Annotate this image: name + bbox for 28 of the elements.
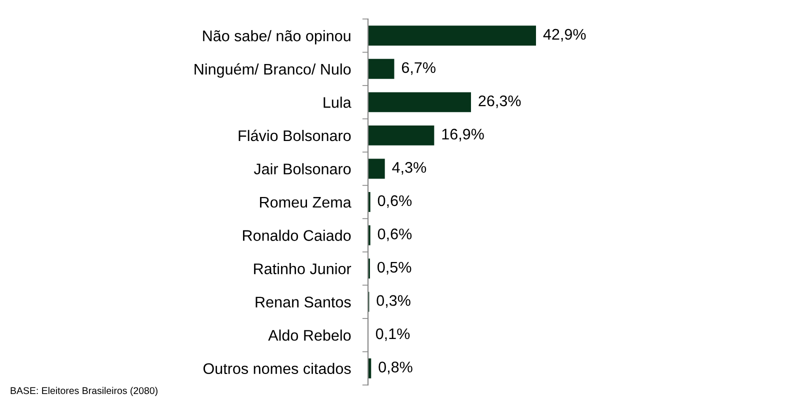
bar: [368, 26, 536, 46]
data-label: 16,9%: [442, 128, 484, 142]
data-label: 6,7%: [402, 62, 436, 75]
data-label: 26,3%: [478, 95, 521, 108]
bar: [368, 92, 471, 112]
y-tick-label: Jair Bolsonaro: [254, 163, 351, 174]
data-label: 0,8%: [378, 362, 412, 374]
data-label: 0,6%: [378, 195, 412, 208]
y-tick-label: Flávio Bolsonaro: [238, 130, 351, 142]
y-tick-label: Lula: [324, 96, 352, 108]
y-tick-label: Romeu Zema: [260, 197, 352, 208]
data-label: 42,9%: [543, 28, 586, 42]
bar: [368, 58, 394, 79]
y-tick-label: Não sabe/ não opinou: [203, 30, 350, 44]
y-tick-label: Renan Santos: [256, 296, 351, 308]
data-label: 0,6%: [378, 228, 412, 242]
text: BASE: Eleitores Brasileiros (2080): [10, 386, 158, 396]
y-tick-label: Aldo Rebelo: [268, 330, 351, 341]
y-tick-label: Ratinho Junior: [254, 263, 352, 274]
y-tick-label: Outros nomes citados: [203, 362, 351, 374]
bar: [368, 125, 434, 146]
y-tick-label: Ronaldo Caiado: [243, 230, 351, 241]
data-label: 0,5%: [378, 262, 412, 274]
y-tick-label: Ninguém/ Branco/ Nulo: [194, 63, 351, 78]
data-label: 0,1%: [376, 328, 410, 341]
data-label: 4,3%: [392, 162, 426, 175]
data-label: 0,3%: [376, 295, 410, 308]
bar: [368, 158, 385, 179]
